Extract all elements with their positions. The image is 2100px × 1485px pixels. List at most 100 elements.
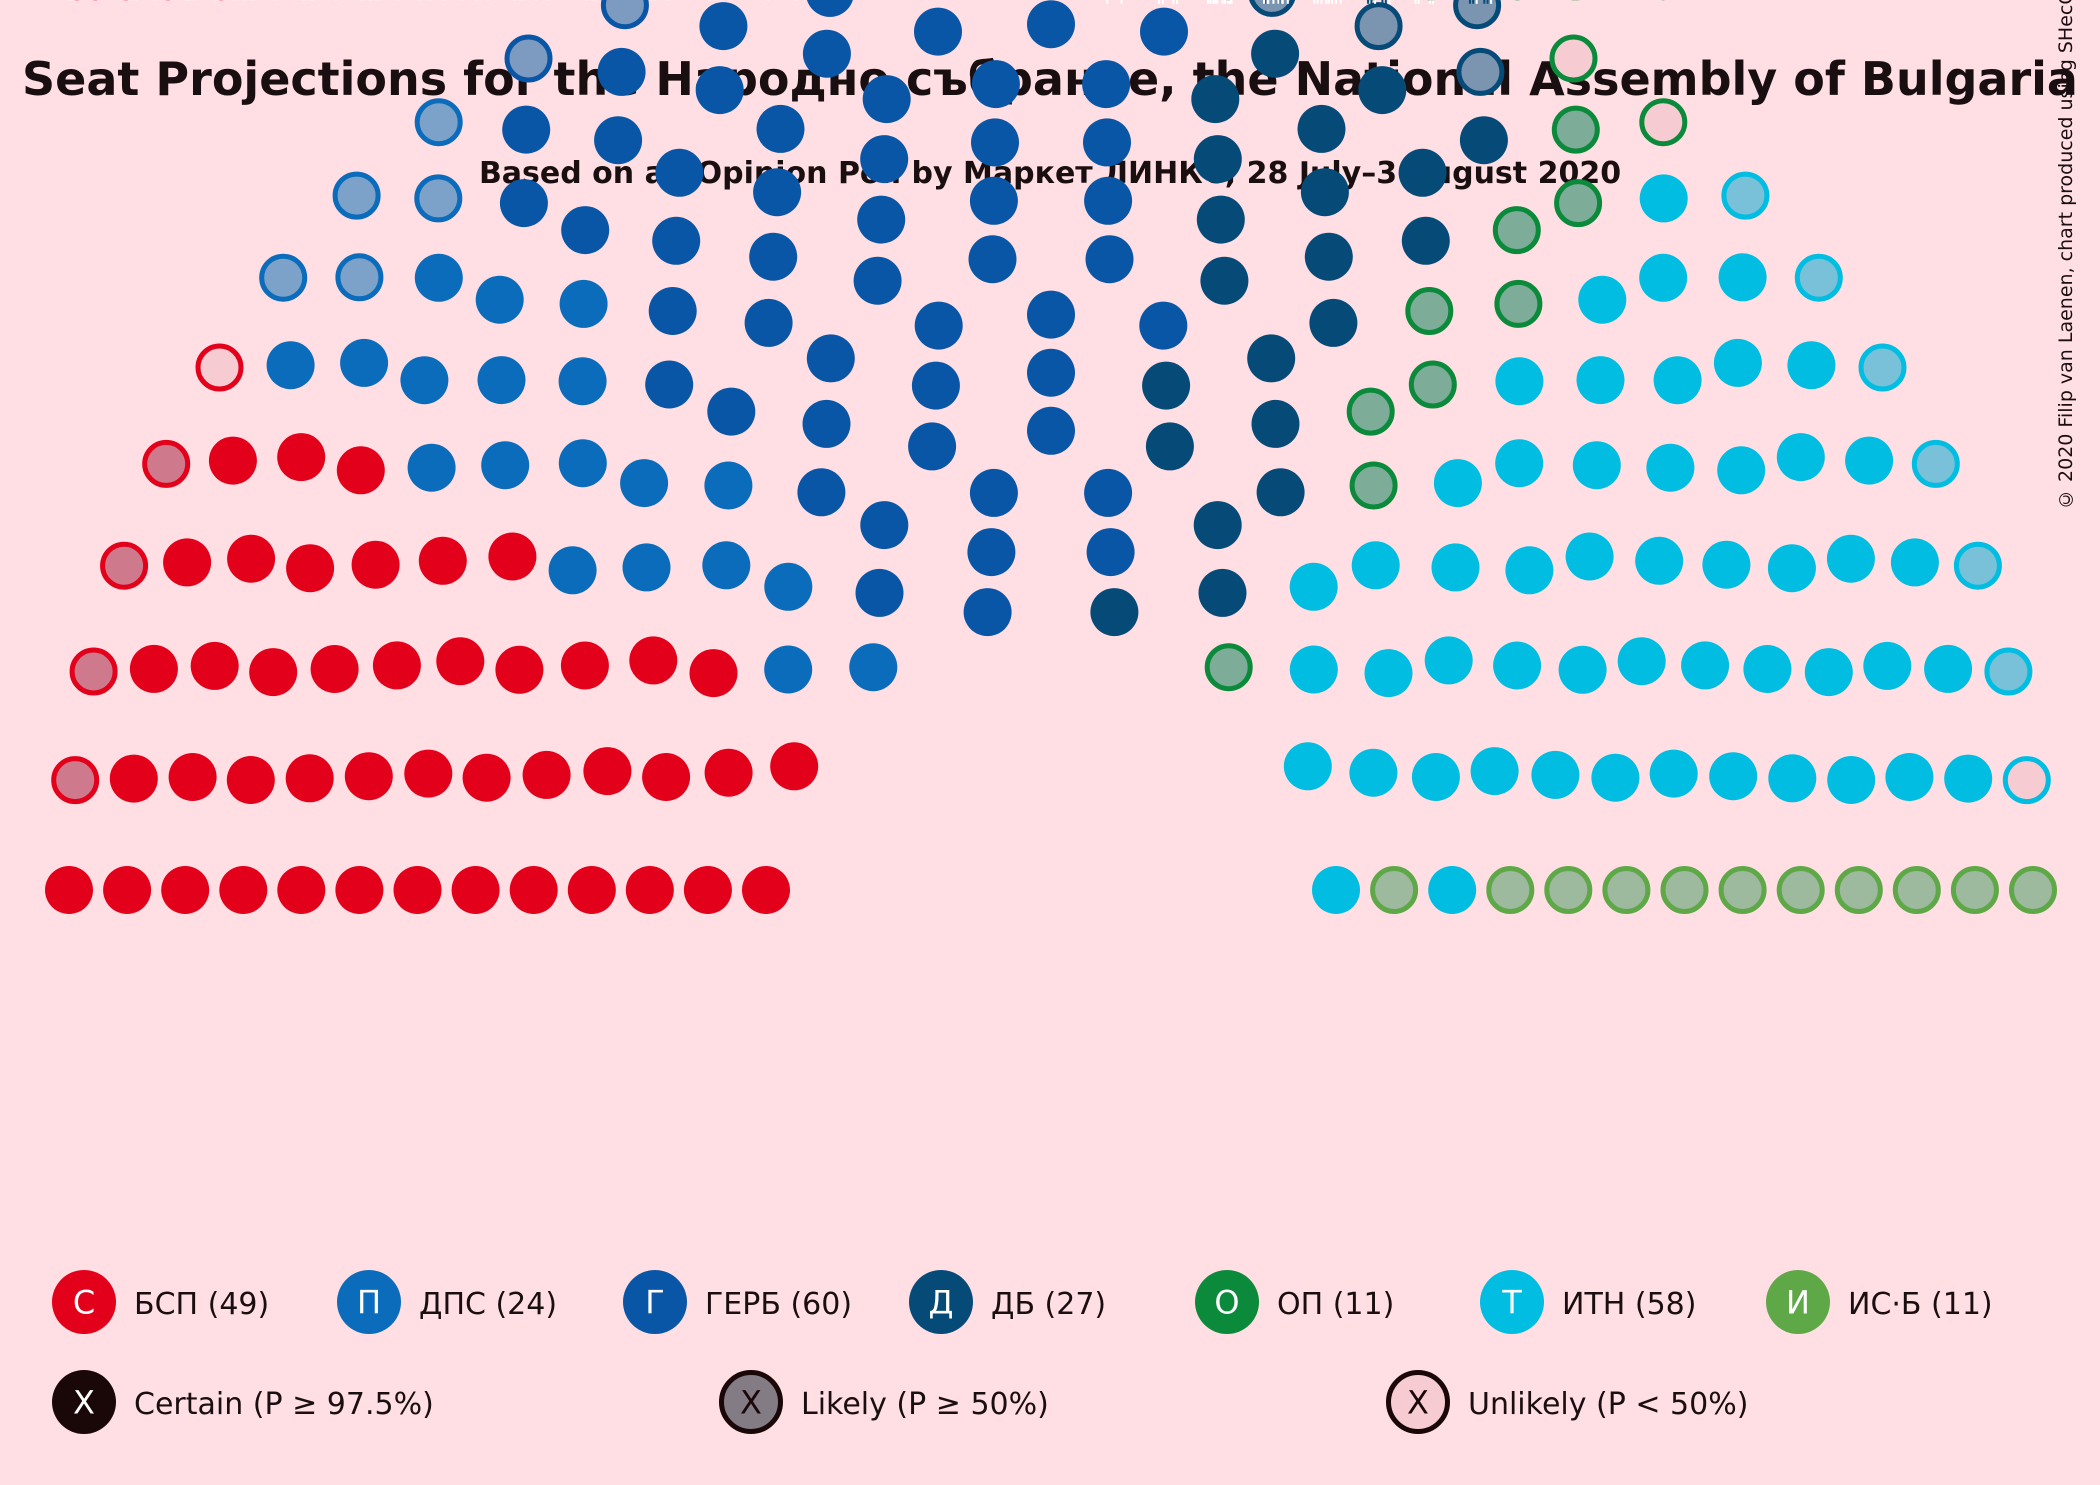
legend-item-ДПС: П ДПС (24) <box>337 1270 557 1334</box>
seat-ДБ: Д <box>1304 0 1353 281</box>
seat-letter: С <box>116 0 133 6</box>
seat-ДПС: П <box>477 0 526 405</box>
seat-letter: П <box>350 0 368 6</box>
seat-letter: Г <box>517 0 532 6</box>
status-swatch-letter: X <box>73 1384 95 1422</box>
seat-ДБ: Д <box>1249 0 1296 17</box>
seat-ИТН: Т <box>1953 0 2002 590</box>
seat-БСП: С <box>109 0 158 803</box>
seat-letter: Т <box>1725 0 1741 6</box>
seat-ОП: О <box>1204 0 1253 692</box>
seat-letter: Д <box>1316 0 1335 6</box>
legend-swatch-letter: Д <box>929 1284 954 1322</box>
seat-letter: Т <box>2000 0 2016 6</box>
seat-ДПС: П <box>764 0 813 611</box>
seat-letter: П <box>564 0 582 6</box>
seat-ГЕРБ: Г <box>857 0 906 244</box>
legend-swatch-letter: О <box>1214 1284 1239 1322</box>
seat-ДБ: Д <box>1193 0 1242 550</box>
seat-ДПС: П <box>332 0 381 220</box>
seat-letter: С <box>61 0 78 6</box>
seat-ГЕРБ: Г <box>862 0 911 124</box>
seat-ДПС: П <box>414 0 463 147</box>
seat-letter: Т <box>1874 0 1890 6</box>
seat-letter: Г <box>823 0 838 6</box>
seat-letter: О <box>1219 0 1238 6</box>
seat-ГЕРБ: Г <box>655 0 704 197</box>
seat-ДБ: Д <box>1193 0 1242 184</box>
seat-ГЕРБ: Г <box>860 0 909 550</box>
seat-БСП: С <box>509 0 558 914</box>
seat-letter: Г <box>872 0 887 6</box>
seat-ДПС: П <box>849 0 898 692</box>
legend-item-ИС·Б: И ИС·Б (11) <box>1766 1270 1993 1334</box>
seat-ДПС: П <box>558 0 607 488</box>
seat-letter: С <box>177 0 194 6</box>
seat-letter: И <box>1734 0 1752 6</box>
seat-БСП: С <box>462 0 511 802</box>
seat-letter: Г <box>724 0 739 6</box>
seat-БСП: С <box>567 0 616 914</box>
seat-letter: И <box>1792 0 1810 6</box>
seat-БСП: С <box>560 0 609 690</box>
seat-letter: П <box>864 0 882 6</box>
seat-ИС·Б: И <box>1834 0 1883 914</box>
seat-letter: О <box>1423 0 1442 6</box>
seat-ГЕРБ: Г <box>1139 0 1188 350</box>
seat-ИТН: Т <box>1495 0 1544 406</box>
seat-letter: С <box>525 0 542 6</box>
seat-ДБ: Д <box>1198 0 1247 617</box>
seat-ИТН: Т <box>1649 0 1698 798</box>
seat-ДПС: П <box>414 0 463 302</box>
legend-item-ОП: О ОП (11) <box>1195 1270 1394 1334</box>
seat-letter: С <box>452 0 469 6</box>
seat-letter: С <box>243 0 260 6</box>
seat-letter: С <box>434 0 451 6</box>
seat-letter: С <box>235 0 252 6</box>
seat-ГЕРБ: Г <box>969 0 1018 517</box>
seat-letter: Д <box>1262 0 1281 6</box>
legend-swatch-letter: П <box>357 1284 381 1322</box>
seat-ИТН: Т <box>1349 0 1398 797</box>
seat-ИТН: Т <box>1984 0 2033 696</box>
seat-ГЕРБ: Г <box>504 0 553 83</box>
status-swatch: X <box>52 1370 116 1434</box>
seat-ИТН: Т <box>1431 0 1480 592</box>
seat-БСП: С <box>418 0 467 585</box>
seat-letter: Д <box>1324 0 1343 6</box>
seat-ДПС: П <box>335 0 384 302</box>
seat-ГЕРБ: Г <box>1027 0 1075 49</box>
seat-ИТН: Т <box>1768 0 1817 803</box>
legend-swatch-letter: Г <box>645 1284 665 1322</box>
seat-ДПС: П <box>340 0 389 387</box>
seat-letter: Д <box>1206 0 1225 6</box>
seat-letter: Г <box>879 0 894 6</box>
seat-letter: Д <box>1161 0 1180 6</box>
seat-letter: Т <box>1662 0 1678 6</box>
seat-letter: Т <box>1843 0 1859 6</box>
seat-ИТН: Т <box>1653 0 1702 405</box>
seat-ДБ: Д <box>1453 0 1502 30</box>
seat-letter: П <box>491 0 509 6</box>
seat-ДБ: Д <box>1145 0 1194 471</box>
seat-БСП: С <box>277 0 326 482</box>
seat-ДПС: П <box>764 0 813 694</box>
seat-letter: Г <box>877 0 892 6</box>
seat-letter: С <box>641 0 658 6</box>
seat-БСП: С <box>393 0 442 914</box>
seat-letter: Т <box>1447 0 1463 6</box>
seat-letter: И <box>1908 0 1926 6</box>
seat-БСП: С <box>219 0 268 914</box>
seat-letter: П <box>496 0 514 6</box>
seat-БСП: С <box>161 0 210 914</box>
seat-letter: О <box>1420 0 1439 6</box>
seat-letter: Т <box>1651 0 1667 6</box>
seat-ИТН: Т <box>1776 0 1825 482</box>
seat-letter: Т <box>1450 0 1466 6</box>
seat-letter: С <box>211 0 228 6</box>
seat-letter: Т <box>1594 0 1610 6</box>
legend-item-ГЕРБ: Г ГЕРБ (60) <box>623 1270 852 1334</box>
seat-letter: С <box>467 0 484 6</box>
seat-ИТН: Т <box>1717 0 1766 495</box>
legend-swatch: И <box>1766 1270 1830 1334</box>
